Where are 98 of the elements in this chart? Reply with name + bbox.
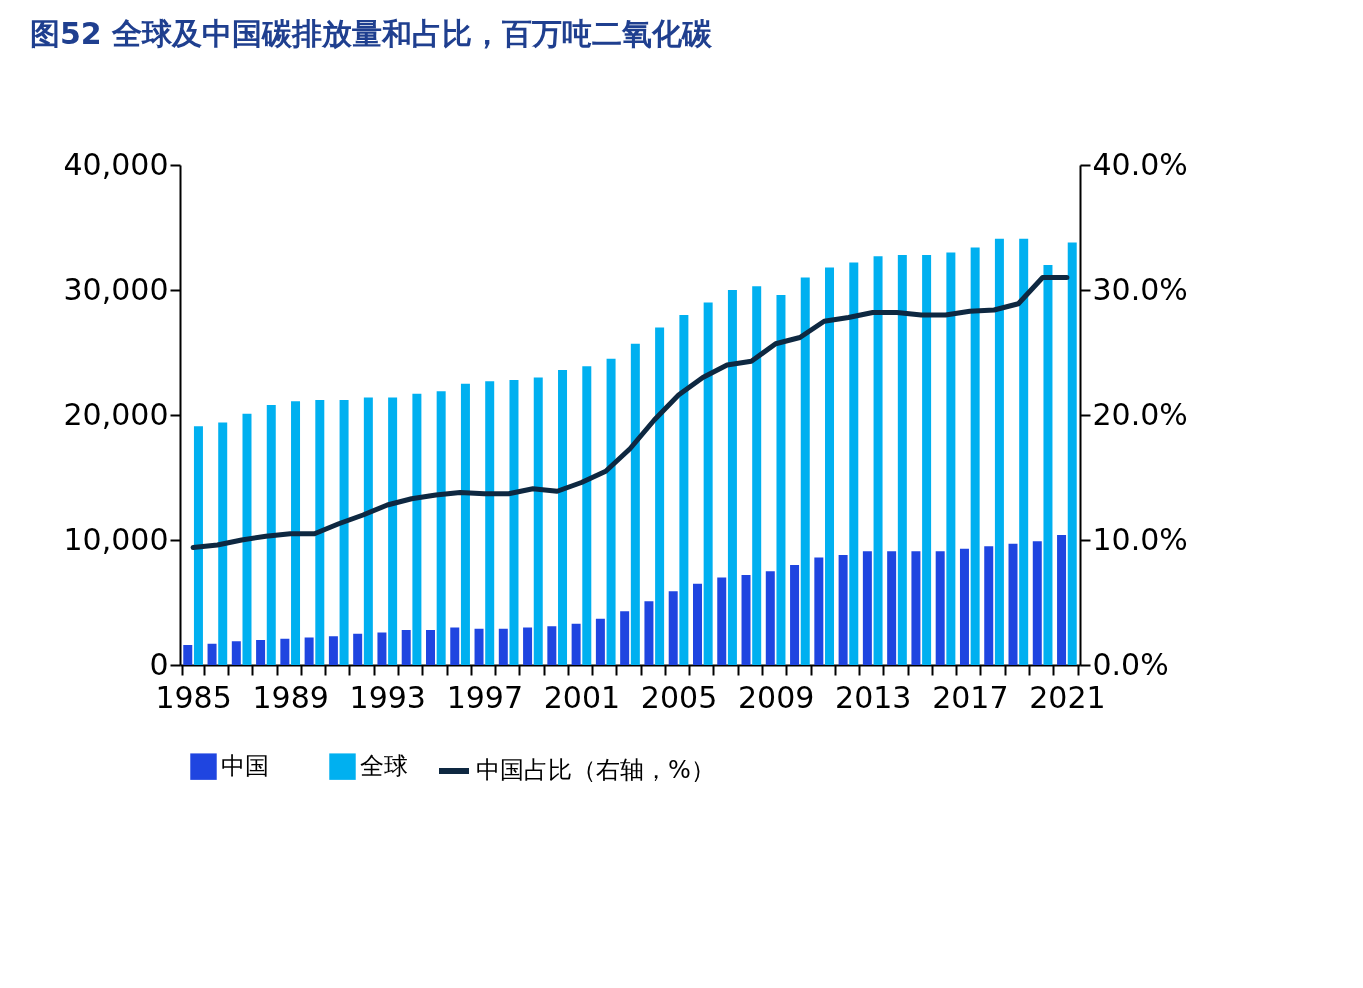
bar (401, 630, 411, 665)
y-tick-label: 0 (149, 646, 169, 682)
bar (1008, 543, 1018, 665)
y2-tick-label: 30.0% (1092, 271, 1188, 307)
bar (485, 381, 495, 665)
x-tick-label: 2001 (543, 679, 621, 715)
bar (644, 601, 654, 665)
bar (873, 256, 883, 665)
bar (582, 366, 592, 665)
bar (353, 633, 363, 665)
bar (280, 638, 290, 665)
bar (790, 565, 800, 665)
bar (765, 571, 775, 665)
legend-label: 中国 (221, 751, 269, 780)
bar (717, 577, 727, 665)
chart-title: 图52 全球及中国碳排放量和占比，百万吨二氧化碳 (30, 16, 714, 51)
x-tick-label: 2005 (640, 679, 718, 715)
y-tick-label: 30,000 (63, 271, 169, 307)
bar (630, 343, 640, 665)
bar (218, 422, 228, 665)
y2-tick-label: 0.0% (1092, 646, 1169, 682)
bar (825, 267, 835, 665)
legend-label: 全球 (360, 751, 408, 780)
bar (304, 637, 314, 665)
x-tick-label: 2013 (835, 679, 912, 715)
bar (946, 252, 956, 665)
bar (533, 377, 543, 665)
bar (231, 641, 241, 665)
bar (498, 628, 508, 665)
bar (814, 557, 824, 665)
y2-tick-label: 20.0% (1092, 396, 1188, 432)
bar (994, 238, 1004, 665)
bar (752, 286, 762, 665)
bar (800, 277, 810, 665)
x-tick-label: 2017 (932, 679, 1009, 715)
bar (547, 626, 557, 665)
bar (450, 627, 460, 665)
bar (183, 645, 193, 665)
bar (242, 413, 252, 665)
bar (620, 611, 630, 665)
legend-label: 中国占比（右轴，%） (476, 756, 715, 784)
bar (412, 393, 422, 665)
bar (862, 551, 872, 665)
bar (887, 551, 897, 665)
y2-tick-label: 10.0% (1092, 521, 1188, 557)
bar (266, 405, 276, 665)
x-tick-label: 1985 (155, 679, 232, 715)
bar (606, 358, 616, 665)
bar (692, 583, 702, 665)
bar (256, 640, 266, 665)
bar (460, 383, 470, 665)
bar (741, 575, 751, 665)
y2-tick-label: 40.0% (1092, 146, 1188, 182)
bar (474, 628, 484, 665)
bar (935, 551, 945, 665)
bar (509, 380, 519, 665)
bar (595, 618, 605, 665)
bar (897, 255, 907, 665)
bar (291, 401, 301, 665)
bar (315, 400, 325, 665)
x-tick-label: 2021 (1029, 679, 1106, 715)
bar (388, 397, 398, 665)
bar (425, 630, 435, 665)
bar (959, 548, 969, 665)
bar (339, 400, 349, 665)
bar (838, 555, 848, 665)
bar (970, 247, 980, 665)
bar (363, 397, 373, 665)
bar (328, 636, 338, 665)
bar (849, 262, 859, 665)
bar (668, 591, 678, 665)
bar (207, 643, 217, 665)
bar (193, 426, 203, 665)
bar (703, 302, 713, 665)
x-tick-label: 2009 (737, 679, 815, 715)
y-tick-label: 40,000 (63, 146, 169, 182)
bar (679, 315, 689, 665)
bar (571, 623, 581, 665)
bar (655, 327, 665, 665)
bar (1067, 242, 1077, 665)
bar (984, 546, 994, 665)
x-tick-label: 1989 (252, 679, 329, 715)
bar (558, 370, 568, 665)
bar (1043, 265, 1053, 665)
bar (1032, 541, 1042, 665)
bar (1019, 238, 1029, 665)
bar (377, 632, 387, 665)
bar (911, 551, 921, 665)
y-tick-label: 20,000 (63, 396, 169, 432)
bar (776, 295, 786, 665)
x-tick-label: 1997 (446, 679, 524, 715)
bar (523, 627, 533, 665)
bar (1057, 535, 1067, 665)
bar (436, 391, 446, 665)
bar (922, 255, 932, 665)
x-tick-label: 1993 (349, 679, 426, 715)
y-tick-label: 10,000 (63, 521, 169, 557)
bar (727, 290, 737, 665)
